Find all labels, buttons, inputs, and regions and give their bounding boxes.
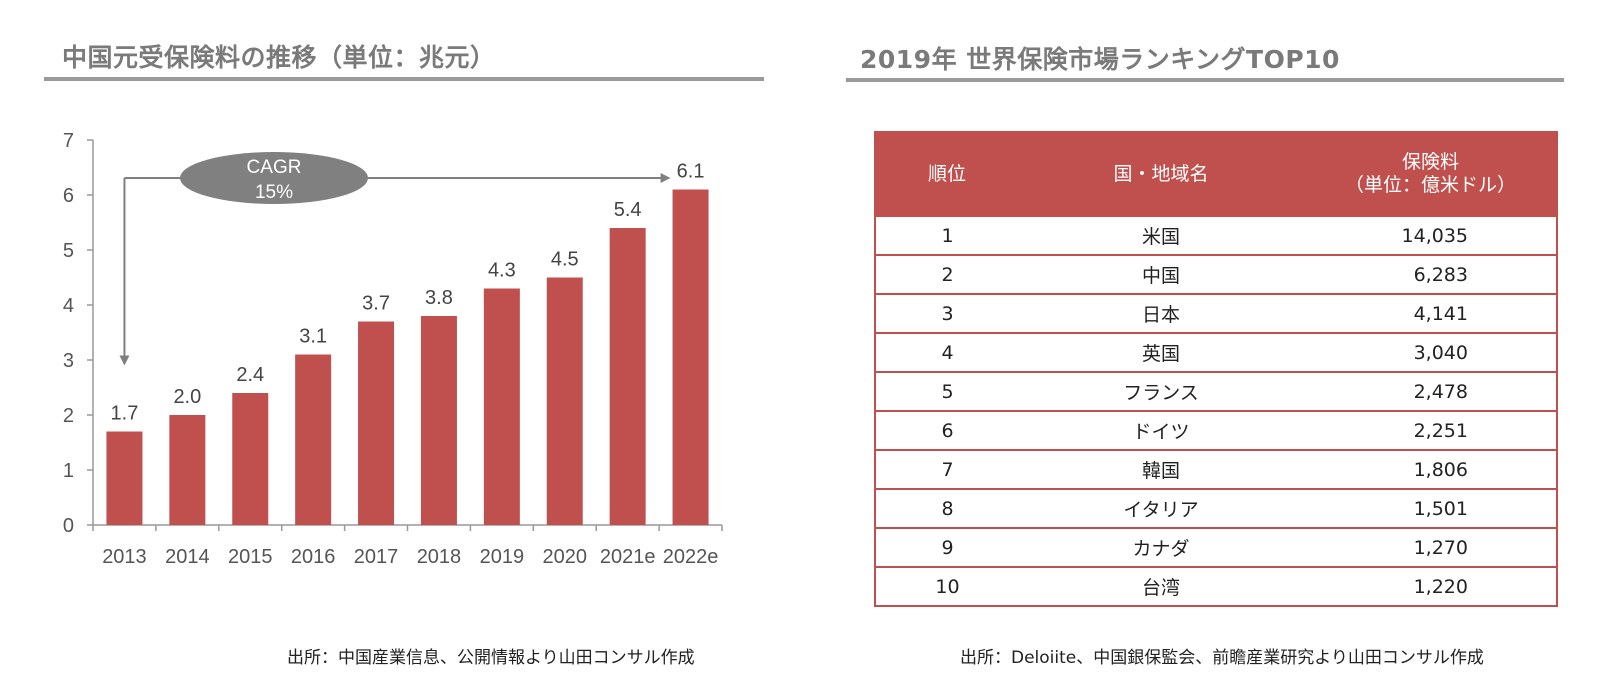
cell-rank: 2: [874, 254, 1019, 295]
chart-title: 中国元受保険料の推移（単位：兆元）: [62, 43, 496, 72]
cell-rank: 9: [874, 527, 1019, 568]
cell-premium: 6,283: [1303, 254, 1558, 295]
header-premium-line1: 保険料: [1401, 151, 1459, 174]
x-tick-label: 2013: [102, 546, 147, 568]
x-tick-label: 2020: [543, 546, 588, 568]
table-row: 7 韓国 1,806: [874, 449, 1558, 490]
cagr-ellipse: [180, 152, 368, 204]
x-tick-label: 2014: [165, 546, 210, 568]
table-row: 2 中国 6,283: [874, 254, 1558, 295]
bar: [420, 316, 457, 525]
table-header-row: 順位 国・地域名 保険料 （単位：億米ドル）: [874, 131, 1558, 217]
data-label: 2.4: [236, 364, 264, 386]
data-label: 3.7: [362, 293, 390, 315]
data-label: 5.4: [614, 199, 642, 221]
table-row: 9 カナダ 1,270: [874, 527, 1558, 568]
chart-source-note: 出所：中国産業信息、公開情報より山田コンサル作成: [287, 648, 695, 668]
cell-premium: 3,040: [1303, 332, 1558, 373]
bar: [232, 393, 269, 525]
x-tick-label: 2016: [291, 546, 336, 568]
y-tick-label: 7: [63, 130, 74, 152]
table-row: 5 フランス 2,478: [874, 371, 1558, 412]
ranking-table: 順位 国・地域名 保険料 （単位：億米ドル） 1 米国 14,035 2 中国 6,283…: [874, 131, 1558, 607]
bars: 1.7 2.0 2.4 3.1 3.7 3.8 4.3 4.5 5.4 6.1: [106, 161, 709, 525]
data-label: 3.8: [425, 287, 453, 309]
x-axis: 2013 2014 2015 2016 2017 2018 2019 2020 2021e 202…: [92, 524, 723, 568]
data-label: 6.1: [677, 161, 705, 183]
cell-country: ドイツ: [1019, 410, 1303, 451]
x-tick-label: 2017: [354, 546, 399, 568]
bar: [358, 321, 395, 525]
cell-country: 中国: [1019, 254, 1303, 295]
cell-country: 韓国: [1019, 449, 1303, 490]
y-tick-label: 6: [63, 185, 74, 207]
x-tick-label: 2019: [480, 546, 525, 568]
cell-rank: 10: [874, 566, 1019, 607]
cell-premium: 4,141: [1303, 293, 1558, 334]
cell-rank: 6: [874, 410, 1019, 451]
y-axis: 0 1 2 3 4 5 6 7: [63, 130, 94, 537]
bar: [483, 288, 520, 525]
data-label: 3.1: [299, 326, 327, 348]
table-row: 3 日本 4,141: [874, 293, 1558, 334]
cell-rank: 7: [874, 449, 1019, 490]
x-tick-label: 2015: [228, 546, 273, 568]
x-tick-label: 2022e: [663, 546, 719, 568]
bar: [106, 431, 143, 525]
bar-chart: 0 1 2 3 4 5 6 7 2013 2014 2015 2016 2017 2018 2019 202…: [63, 130, 723, 568]
y-tick-label: 0: [63, 515, 74, 537]
cell-premium: 1,220: [1303, 566, 1558, 607]
data-label: 2.0: [173, 386, 201, 408]
bar: [672, 189, 709, 525]
x-tick-label: 2021e: [600, 546, 656, 568]
table-row: 4 英国 3,040: [874, 332, 1558, 373]
table-row: 6 ドイツ 2,251: [874, 410, 1558, 451]
cell-country: 米国: [1019, 215, 1303, 256]
cagr-annotation: CAGR 15%: [119, 152, 671, 366]
bar: [295, 354, 332, 525]
bar: [169, 415, 206, 525]
cell-country: 日本: [1019, 293, 1303, 334]
cell-premium: 1,806: [1303, 449, 1558, 490]
y-tick-label: 2: [63, 405, 74, 427]
y-tick-label: 4: [63, 295, 74, 317]
data-label: 4.3: [488, 260, 516, 282]
cell-country: フランス: [1019, 371, 1303, 412]
ranking-title: 2019年 世界保険市場ランキングTOP10: [860, 45, 1340, 74]
y-tick-label: 1: [63, 460, 74, 482]
cell-premium: 1,270: [1303, 527, 1558, 568]
header-premium: 保険料 （単位：億米ドル）: [1302, 131, 1558, 217]
y-tick-label: 3: [63, 350, 74, 372]
cagr-label: CAGR: [247, 157, 302, 178]
cell-premium: 14,035: [1303, 215, 1558, 256]
cell-premium: 2,251: [1303, 410, 1558, 451]
header-rank: 順位: [874, 131, 1020, 217]
cell-premium: 2,478: [1303, 371, 1558, 412]
header-country: 国・地域名: [1018, 131, 1304, 217]
table-row: 8 イタリア 1,501: [874, 488, 1558, 529]
cell-rank: 4: [874, 332, 1019, 373]
cell-rank: 8: [874, 488, 1019, 529]
cagr-value: 15%: [255, 182, 293, 203]
data-label: 4.5: [551, 249, 579, 271]
cell-rank: 1: [874, 215, 1019, 256]
cell-rank: 5: [874, 371, 1019, 412]
y-tick-label: 5: [63, 240, 74, 262]
cell-country: カナダ: [1019, 527, 1303, 568]
x-tick-label: 2018: [417, 546, 462, 568]
cell-country: 英国: [1019, 332, 1303, 373]
cell-premium: 1,501: [1303, 488, 1558, 529]
cell-country: イタリア: [1019, 488, 1303, 529]
table-row: 1 米国 14,035: [874, 215, 1558, 256]
header-premium-line2: （単位：億米ドル）: [1344, 174, 1516, 196]
bar: [609, 228, 646, 525]
cell-country: 台湾: [1019, 566, 1303, 607]
ranking-title-rule: [846, 78, 1564, 82]
ranking-source-note: 出所：Deloiite、中国銀保監会、前瞻産業研究より山田コンサル作成: [960, 648, 1484, 668]
bar: [546, 277, 583, 525]
data-label: 1.7: [111, 403, 139, 425]
chart-title-rule: [44, 77, 764, 81]
cell-rank: 3: [874, 293, 1019, 334]
table-row: 10 台湾 1,220: [874, 566, 1558, 607]
